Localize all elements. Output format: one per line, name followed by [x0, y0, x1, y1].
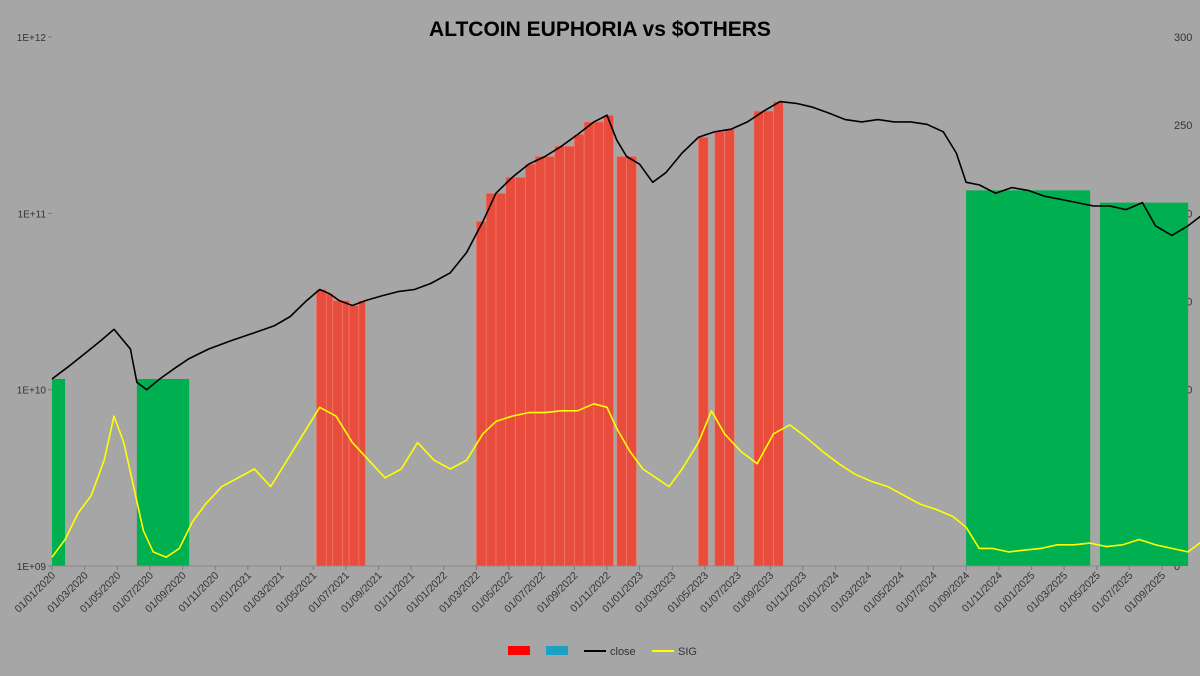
left-tick-label: 1E+10	[17, 386, 47, 397]
left-axis: 1E+09 1E+10 1E+11 1E+12	[17, 33, 52, 573]
red-band	[316, 289, 327, 567]
red-band	[485, 192, 497, 567]
red-band	[544, 156, 556, 567]
red-band	[325, 293, 334, 567]
red-band	[554, 145, 565, 567]
red-band	[332, 300, 343, 567]
right-tick-label: 0	[1174, 561, 1180, 573]
right-tick-label: 250	[1174, 120, 1192, 132]
red-band	[773, 101, 784, 567]
red-band	[593, 121, 605, 567]
red-band	[603, 114, 614, 567]
red-band	[495, 192, 507, 567]
green-band	[52, 378, 66, 566]
red-band	[534, 156, 546, 567]
left-tick-label: 1E+09	[17, 562, 47, 573]
red-band	[698, 136, 709, 567]
red-band	[583, 121, 595, 567]
red-band	[358, 300, 366, 567]
red-band	[724, 128, 735, 567]
series-lines	[51, 100, 1200, 558]
red-band	[574, 134, 585, 567]
chart-title: ALTCOIN EUPHORIA vs $OTHERS	[429, 18, 771, 41]
red-band	[564, 145, 575, 567]
green-band	[136, 378, 190, 566]
red-band	[525, 163, 536, 567]
legend-label: SIG	[678, 646, 697, 658]
legend: close SIG	[508, 646, 697, 658]
red-band	[476, 221, 487, 567]
close-line	[51, 100, 1200, 391]
red-band	[616, 156, 627, 567]
legend-swatch	[546, 646, 568, 655]
red-band	[348, 305, 360, 567]
red-band	[763, 110, 774, 567]
sig-line	[51, 403, 1200, 558]
red-band	[515, 177, 526, 567]
signal-bands	[52, 101, 1189, 567]
left-tick-label: 1E+11	[18, 209, 47, 220]
green-band	[966, 190, 1091, 567]
red-band	[714, 131, 725, 567]
red-band	[753, 110, 765, 567]
right-tick-label: 300	[1174, 32, 1192, 44]
legend-label: close	[610, 646, 636, 658]
legend-swatch	[508, 646, 530, 655]
green-band	[1099, 202, 1189, 566]
left-tick-label: 1E+12	[17, 33, 47, 44]
red-band	[626, 156, 637, 567]
red-band	[505, 177, 516, 567]
